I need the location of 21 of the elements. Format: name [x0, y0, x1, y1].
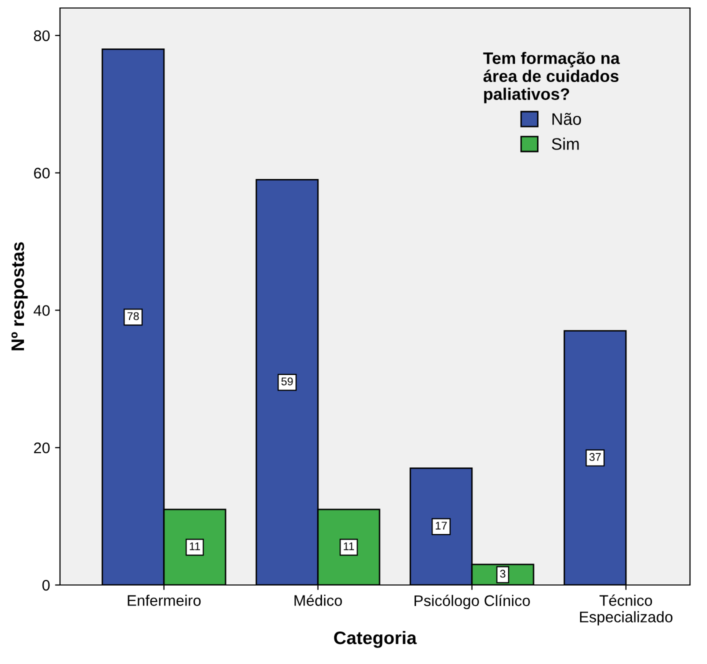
- y-tick-label: 60: [34, 168, 50, 179]
- y-tick-label: 40: [34, 305, 50, 316]
- y-tick-label: 80: [34, 30, 50, 42]
- x-axis-title: Categoria: [334, 630, 417, 648]
- x-tick-label: Médico: [294, 594, 342, 606]
- x-tick-label: Psicólogo Clínico: [414, 594, 530, 610]
- legend-title: Tem formação na área de cuidados paliativos?: [483, 52, 620, 104]
- y-axis-title: Nº respostas: [11, 242, 28, 350]
- y-tick-label: 0: [42, 580, 50, 591]
- data-label: 11: [190, 542, 200, 550]
- y-tick-label: 20: [34, 442, 50, 454]
- x-tick-label: Enfermeiro: [128, 594, 201, 606]
- legend-label: Sim: [552, 138, 579, 150]
- data-label: 59: [281, 377, 293, 386]
- data-label: 11: [344, 542, 354, 550]
- legend-label: Não: [552, 112, 581, 125]
- data-label: 37: [589, 453, 601, 461]
- data-label: 3: [500, 570, 506, 578]
- x-tick-label: Técnico Especializado: [580, 594, 672, 626]
- data-label: 17: [436, 522, 447, 530]
- data-label: 78: [128, 312, 139, 320]
